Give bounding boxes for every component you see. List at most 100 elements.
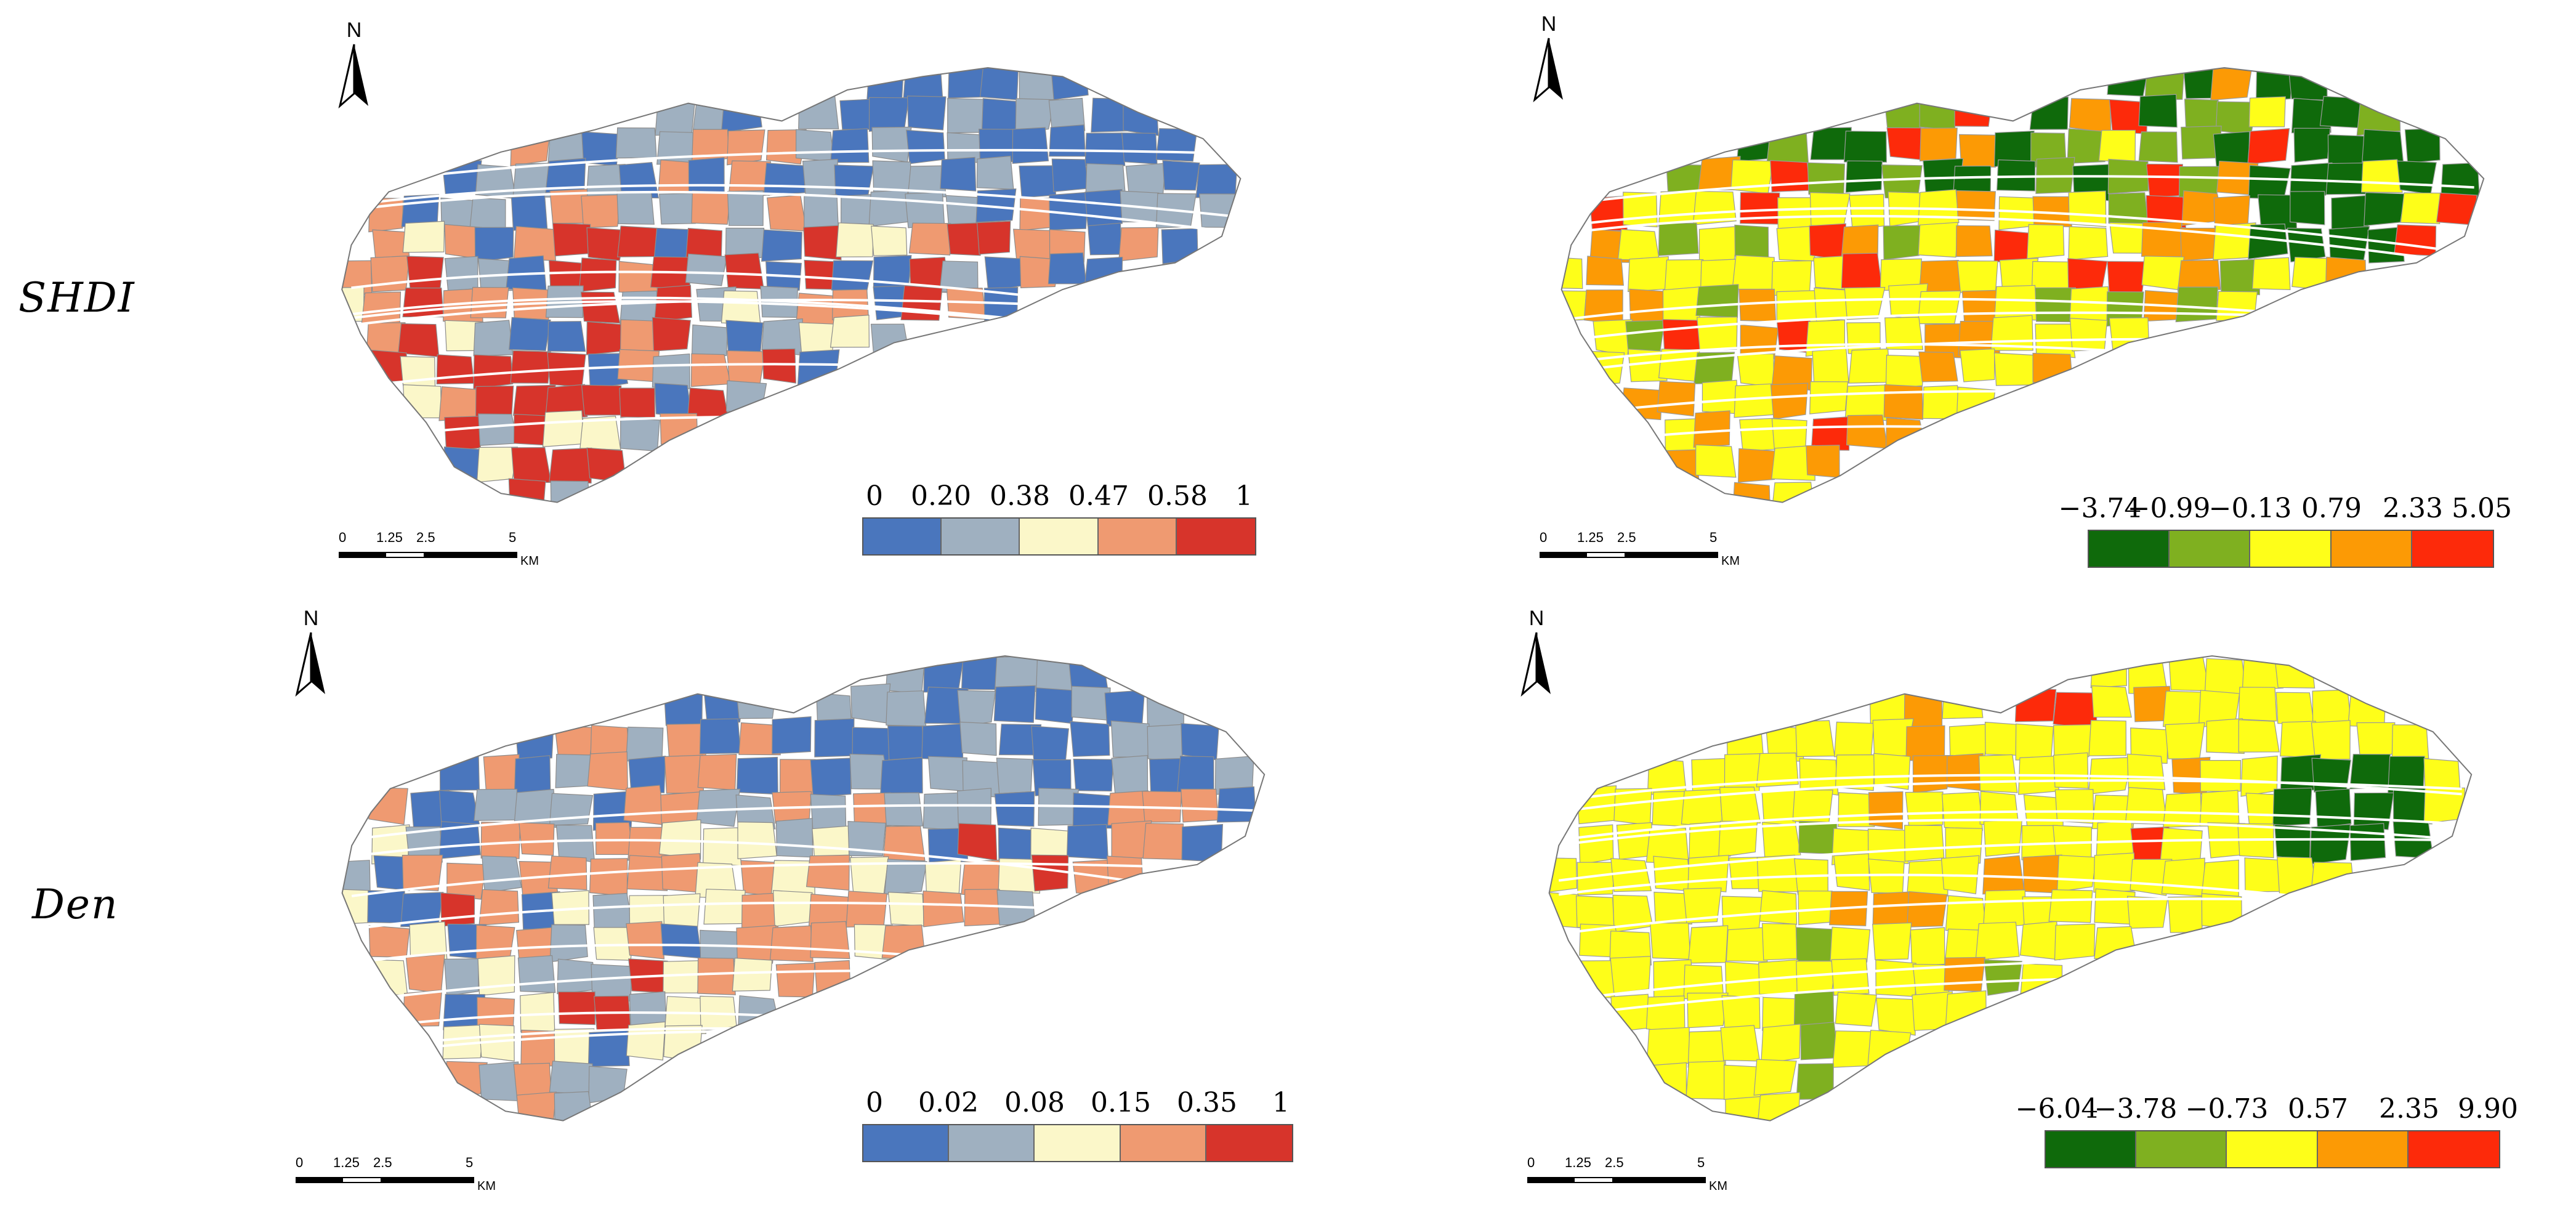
map-zone xyxy=(1719,786,1761,824)
map-zone xyxy=(2293,127,2331,163)
map-zone xyxy=(2248,96,2286,127)
map-zone xyxy=(1649,922,1691,960)
map-zone xyxy=(830,128,870,163)
map-zone xyxy=(1945,990,1987,1027)
map-zone xyxy=(957,690,996,727)
map-zone xyxy=(520,992,555,1033)
map-zone xyxy=(514,755,551,796)
map-zone xyxy=(699,718,741,754)
map-zone xyxy=(2349,823,2386,861)
map-zone xyxy=(1807,162,1846,198)
scale-tick-label: 2.5 xyxy=(1617,530,1636,545)
map-zone xyxy=(847,820,886,857)
map-zone xyxy=(370,255,410,293)
legend-break-label: 0.15 xyxy=(1091,1087,1151,1118)
map-zone xyxy=(2165,722,2205,759)
map-zone xyxy=(887,725,926,761)
north-label: N xyxy=(1541,12,1557,36)
north-arrow-icon: N xyxy=(289,607,333,699)
road-line xyxy=(1570,214,2474,266)
map-zone xyxy=(1610,858,1652,892)
map-zone xyxy=(2360,159,2403,193)
map-zone xyxy=(2216,291,2258,321)
map-zone xyxy=(1761,1024,1801,1064)
legend-break-label: 0.20 xyxy=(911,480,971,512)
map-zone xyxy=(870,323,911,360)
legend-swatch xyxy=(1098,519,1177,554)
color-legend: 0 0.02 0.08 0.15 0.35 1 xyxy=(862,1087,1293,1162)
map-zone xyxy=(765,261,802,294)
map-zone xyxy=(2141,256,2185,290)
map-zone xyxy=(1627,256,1669,293)
scale-tick-label: 2.5 xyxy=(416,530,435,545)
map-zone xyxy=(871,225,908,256)
map-zone xyxy=(1920,127,1958,162)
map-zone xyxy=(1806,445,1840,479)
map-zone xyxy=(1653,855,1692,892)
legend-break-label: −0.13 xyxy=(2208,493,2292,524)
map-zone xyxy=(1589,195,1628,232)
map-zone xyxy=(735,794,776,830)
map-zone xyxy=(552,222,591,257)
map-zone xyxy=(2067,128,2106,164)
map-zone xyxy=(1945,827,1983,864)
legend-swatch xyxy=(949,1125,1035,1161)
map-zone xyxy=(510,350,551,384)
map-zone xyxy=(1834,721,1875,759)
map-zone xyxy=(550,480,591,503)
scale-unit: KM xyxy=(1709,1179,1727,1193)
map-zone xyxy=(1982,855,2025,895)
map-zone xyxy=(1070,721,1110,757)
map-zone xyxy=(1737,448,1779,483)
map-zone xyxy=(1994,285,2038,321)
map-zone xyxy=(626,726,664,762)
map-zone xyxy=(1049,192,1089,230)
map-zone xyxy=(591,964,632,1001)
map-zone xyxy=(1702,379,1739,414)
legend-break-label: 0.35 xyxy=(1177,1087,1237,1118)
map-zone xyxy=(554,1028,595,1066)
map-zone xyxy=(1019,165,1057,198)
map-zone xyxy=(2331,195,2370,232)
map-zone xyxy=(2391,724,2429,759)
map-zone xyxy=(2146,163,2184,198)
map-zone xyxy=(1658,449,1700,483)
map-zone xyxy=(626,1021,666,1061)
map-zone xyxy=(658,819,701,860)
map-zone xyxy=(478,889,520,926)
legend-break-label: −0.99 xyxy=(2127,493,2211,524)
legend-break-label: 0.38 xyxy=(990,480,1050,512)
map-zone xyxy=(1084,256,1123,291)
map-zone xyxy=(442,1024,484,1059)
map-zone xyxy=(2288,68,2328,101)
map-zone xyxy=(908,222,951,256)
map-zone xyxy=(1884,317,1924,350)
road-line xyxy=(351,190,1232,233)
map-zone xyxy=(2177,259,2221,292)
map-zone xyxy=(2107,261,2147,295)
map-zone xyxy=(579,415,621,450)
map-zone xyxy=(2238,719,2280,753)
map-zone xyxy=(947,98,986,134)
map-zone xyxy=(588,1065,628,1104)
map-zone xyxy=(1577,862,1615,896)
map-zone xyxy=(2219,259,2260,296)
legend-break-label: 2.33 xyxy=(2383,493,2443,524)
map-zone xyxy=(1738,288,1777,322)
map-panel-shdi-value: N 0 1.25 2.5 5 KM 0 0.20 0.38 0.47 0.58 1 xyxy=(333,12,1269,568)
map-zone xyxy=(656,131,698,165)
map-zone xyxy=(438,386,480,421)
map-zone xyxy=(947,222,987,256)
north-arrow-icon: N xyxy=(1527,12,1570,105)
map-zone xyxy=(994,791,1035,827)
map-zone xyxy=(1835,992,1877,1027)
map-zone xyxy=(2311,758,2351,793)
map-zone xyxy=(1084,132,1126,167)
map-zone xyxy=(440,892,475,927)
map-zone xyxy=(1662,286,1701,325)
legend-swatch xyxy=(2046,1131,2137,1167)
map-zone xyxy=(1843,131,1888,163)
district-outline xyxy=(1561,67,2485,503)
map-zone xyxy=(1883,225,1923,261)
map-zone xyxy=(1584,289,1623,325)
